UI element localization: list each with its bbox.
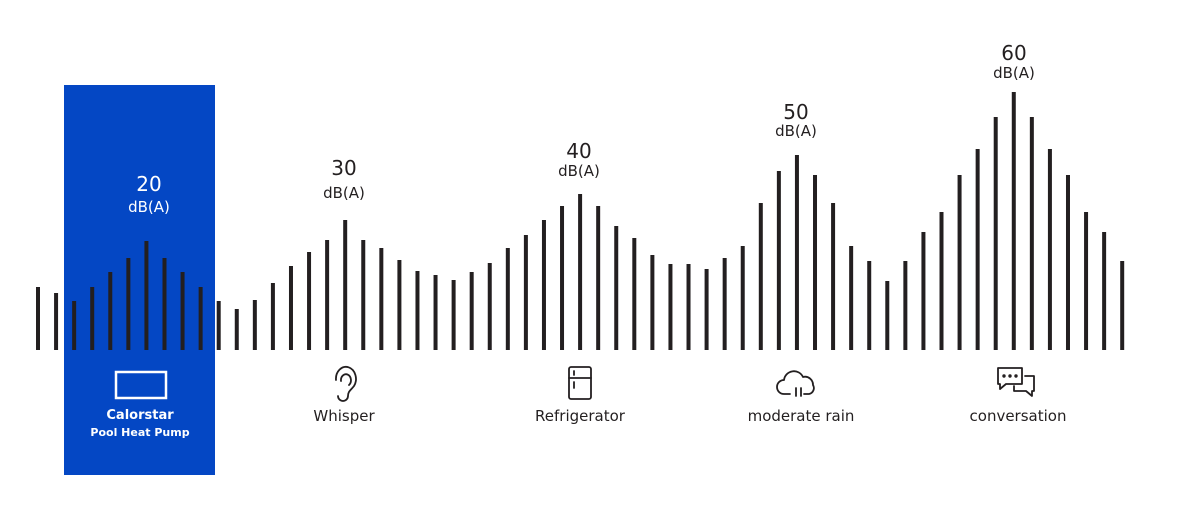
- wave-bar: [541, 220, 546, 350]
- wave-bar: [433, 275, 438, 350]
- label: Refrigerator: [535, 407, 626, 425]
- wave-bar: [252, 300, 257, 350]
- wave-bar: [993, 117, 998, 350]
- wave-bar: [144, 241, 149, 350]
- wave-bar: [849, 246, 854, 350]
- wave-bar: [650, 255, 655, 350]
- wave-bar: [632, 238, 637, 350]
- wave-bar: [108, 272, 113, 350]
- label: moderate rain: [748, 407, 855, 425]
- wave-bar: [614, 226, 619, 350]
- wave-bar: [54, 293, 59, 350]
- level: 30: [331, 156, 356, 180]
- wave-bar: [72, 301, 77, 350]
- wave-bar: [722, 258, 727, 350]
- wave-bar: [1120, 261, 1125, 350]
- wave-bar: [397, 260, 402, 350]
- label: conversation: [970, 407, 1067, 425]
- wave-bar: [451, 280, 456, 350]
- wave-bar: [523, 235, 528, 350]
- wave-bar: [668, 264, 673, 350]
- level: 20: [136, 172, 161, 196]
- wave-bar: [379, 248, 384, 350]
- wave-bar: [921, 232, 926, 350]
- wave-bar: [162, 258, 167, 350]
- wave-bar: [1065, 175, 1070, 350]
- wave-bar: [234, 309, 239, 350]
- wave-bar: [686, 264, 691, 350]
- wave-bar: [794, 155, 799, 350]
- wave-bar: [831, 203, 836, 350]
- wave-bar: [939, 212, 944, 350]
- label: Calorstar: [106, 408, 174, 423]
- wave-bar: [975, 149, 980, 350]
- wave-bar: [903, 261, 908, 350]
- wave-bar: [505, 248, 510, 350]
- unit: dB(A): [128, 198, 170, 216]
- wave-bar: [578, 194, 583, 350]
- wave-bar: [867, 261, 872, 350]
- wave-bar: [560, 206, 565, 350]
- sublabel: Pool Heat Pump: [90, 426, 189, 439]
- label: Whisper: [313, 407, 375, 425]
- wave-bar: [198, 287, 203, 350]
- ear-icon: [335, 366, 357, 402]
- wave-bar: [1011, 92, 1016, 350]
- wave-bar: [288, 266, 293, 350]
- unit: dB(A): [558, 162, 600, 180]
- wave-bar: [1102, 232, 1107, 350]
- wave-bar: [813, 175, 818, 350]
- wave-bar: [469, 272, 474, 350]
- wave-bar: [361, 240, 366, 350]
- device-icon: [114, 370, 168, 400]
- wave-bar: [487, 263, 492, 350]
- wave-bar: [957, 175, 962, 350]
- wave-bar: [307, 252, 312, 350]
- wave-bar: [216, 301, 221, 350]
- unit: dB(A): [323, 184, 365, 202]
- wave-bar: [180, 272, 185, 350]
- wave-bar: [1084, 212, 1089, 350]
- wave-bar: [704, 269, 709, 350]
- wave-bar: [1047, 149, 1052, 350]
- wave-bar: [36, 287, 40, 350]
- waveform: [36, 92, 1125, 350]
- unit: dB(A): [993, 64, 1035, 82]
- rain-icon: [776, 370, 815, 397]
- fridge-icon: [568, 366, 592, 400]
- wave-bar: [270, 283, 275, 350]
- wave-bar: [1029, 117, 1034, 350]
- level: 40: [566, 139, 591, 163]
- highlight-panel: [64, 85, 215, 475]
- wave-bar: [885, 281, 890, 350]
- level: 60: [1001, 41, 1026, 65]
- unit: dB(A): [775, 122, 817, 140]
- chat-icon: [997, 367, 1035, 397]
- level: 50: [783, 100, 808, 124]
- wave-bar: [758, 203, 763, 350]
- wave-bar: [740, 246, 745, 350]
- wave-bar: [776, 171, 781, 350]
- wave-bar: [126, 258, 131, 350]
- wave-bar: [596, 206, 601, 350]
- wave-bar: [343, 220, 348, 350]
- wave-bar: [415, 271, 420, 350]
- wave-bar: [325, 240, 330, 350]
- wave-bar: [90, 287, 95, 350]
